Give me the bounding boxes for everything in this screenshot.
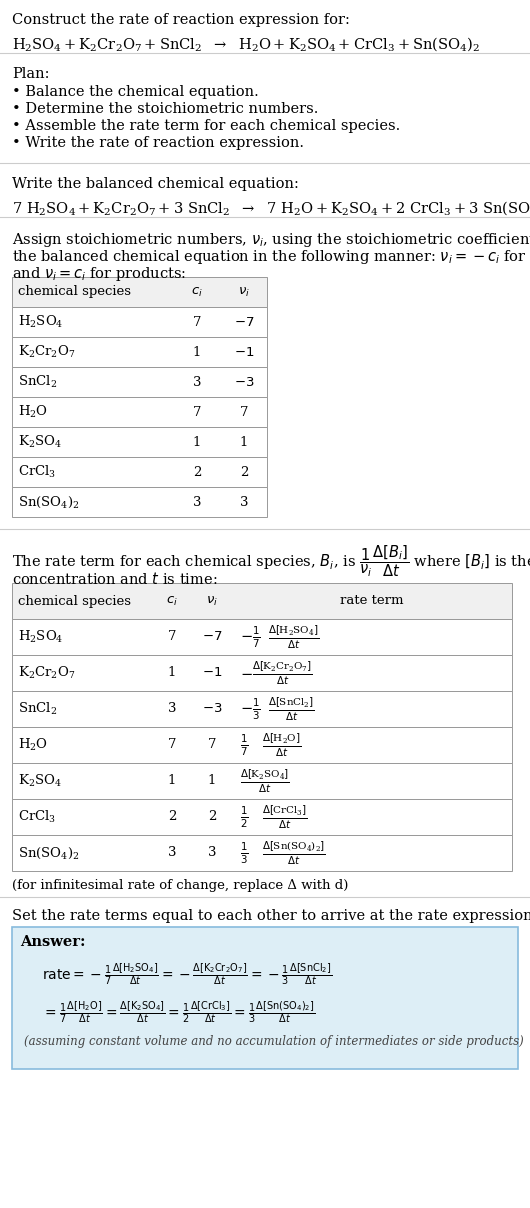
Text: 2: 2	[208, 811, 216, 824]
Text: (assuming constant volume and no accumulation of intermediates or side products): (assuming constant volume and no accumul…	[24, 1035, 524, 1049]
Text: $\mathregular{K_2SO_4}$: $\mathregular{K_2SO_4}$	[18, 434, 62, 451]
Bar	[12, 798, 512, 835]
Text: Construct the rate of reaction expression for:: Construct the rate of reaction expressio…	[12, 13, 350, 27]
Bar	[12, 487, 267, 517]
Text: 2: 2	[193, 465, 201, 478]
Text: $\mathregular{Sn(SO_4)_2}$: $\mathregular{Sn(SO_4)_2}$	[18, 494, 80, 510]
Text: $\mathregular{H_2SO_4}$: $\mathregular{H_2SO_4}$	[18, 629, 64, 645]
Text: Plan:: Plan:	[12, 66, 49, 81]
Text: $-7$: $-7$	[202, 631, 222, 644]
Text: $-1$: $-1$	[202, 667, 222, 679]
Bar	[12, 618, 512, 655]
Text: $-1$: $-1$	[234, 345, 254, 359]
Text: 1: 1	[193, 436, 201, 448]
Text: $\mathregular{CrCl_3}$: $\mathregular{CrCl_3}$	[18, 464, 56, 480]
Text: • Determine the stoichiometric numbers.: • Determine the stoichiometric numbers.	[12, 101, 319, 116]
Text: 3: 3	[168, 847, 176, 860]
Text: 7: 7	[168, 631, 176, 644]
Text: $\frac{\Delta[\mathregular{Sn(SO_4)_2}]}{\Delta t}$: $\frac{\Delta[\mathregular{Sn(SO_4)_2}]}…	[262, 840, 326, 866]
Text: $-\frac{1}{7}$: $-\frac{1}{7}$	[240, 625, 261, 650]
Text: $\frac{\Delta[\mathregular{H_2SO_4}]}{\Delta t}$: $\frac{\Delta[\mathregular{H_2SO_4}]}{\D…	[268, 623, 319, 651]
Bar	[12, 583, 512, 618]
Text: Assign stoichiometric numbers, $\nu_i$, using the stoichiometric coefficients, $: Assign stoichiometric numbers, $\nu_i$, …	[12, 231, 530, 249]
Bar	[12, 367, 267, 397]
Bar	[12, 307, 267, 337]
Text: $\frac{1}{7}$: $\frac{1}{7}$	[240, 732, 249, 757]
Text: $\mathregular{H_2O}$: $\mathregular{H_2O}$	[18, 737, 48, 753]
Text: $\frac{\Delta[\mathregular{CrCl_3}]}{\Delta t}$: $\frac{\Delta[\mathregular{CrCl_3}]}{\De…	[262, 803, 308, 831]
Text: $\frac{\Delta[\mathregular{H_2O}]}{\Delta t}$: $\frac{\Delta[\mathregular{H_2O}]}{\Delt…	[262, 731, 301, 759]
Text: $c_i$: $c_i$	[191, 285, 203, 298]
Text: $\frac{1}{2}$: $\frac{1}{2}$	[240, 805, 249, 830]
Text: Write the balanced chemical equation:: Write the balanced chemical equation:	[12, 178, 299, 191]
Text: and $\nu_i = c_i$ for products:: and $\nu_i = c_i$ for products:	[12, 265, 187, 283]
Text: $\mathregular{Sn(SO_4)_2}$: $\mathregular{Sn(SO_4)_2}$	[18, 846, 80, 860]
Text: $\mathregular{H_2SO_4 + K_2Cr_2O_7 + SnCl_2\ \ \rightarrow\ \ H_2O + K_2SO_4 + C: $\mathregular{H_2SO_4 + K_2Cr_2O_7 + SnC…	[12, 35, 480, 53]
Text: concentration and $t$ is time:: concentration and $t$ is time:	[12, 571, 217, 587]
Text: $\mathregular{K_2Cr_2O_7}$: $\mathregular{K_2Cr_2O_7}$	[18, 664, 75, 681]
Bar	[12, 927, 518, 1069]
Text: $\mathregular{H_2SO_4}$: $\mathregular{H_2SO_4}$	[18, 314, 64, 330]
Bar	[12, 337, 267, 367]
Text: $-3$: $-3$	[202, 703, 222, 715]
Text: $\mathregular{SnCl_2}$: $\mathregular{SnCl_2}$	[18, 374, 57, 390]
Bar	[12, 835, 512, 871]
Text: the balanced chemical equation in the following manner: $\nu_i = -c_i$ for react: the balanced chemical equation in the fo…	[12, 248, 530, 266]
Bar	[12, 655, 512, 691]
Text: 7: 7	[193, 315, 201, 329]
Text: 2: 2	[240, 465, 248, 478]
Text: $\mathregular{H_2O}$: $\mathregular{H_2O}$	[18, 403, 48, 420]
Text: 1: 1	[168, 667, 176, 679]
Text: $\frac{\Delta[\mathregular{K_2SO_4}]}{\Delta t}$: $\frac{\Delta[\mathregular{K_2SO_4}]}{\D…	[240, 767, 290, 795]
Bar	[12, 457, 267, 487]
Text: $\nu_i$: $\nu_i$	[238, 285, 250, 298]
Bar	[12, 691, 512, 727]
Text: rate term: rate term	[340, 594, 404, 608]
Text: $\frac{\Delta[\mathregular{K_2Cr_2O_7}]}{\Delta t}$: $\frac{\Delta[\mathregular{K_2Cr_2O_7}]}…	[252, 660, 313, 686]
Text: $\nu_i$: $\nu_i$	[206, 594, 218, 608]
Text: $-$: $-$	[240, 666, 253, 680]
Text: • Assemble the rate term for each chemical species.: • Assemble the rate term for each chemic…	[12, 120, 400, 133]
Text: 1: 1	[168, 774, 176, 788]
Bar	[12, 727, 512, 763]
Text: 3: 3	[193, 495, 201, 509]
Text: $\mathregular{CrCl_3}$: $\mathregular{CrCl_3}$	[18, 809, 56, 825]
Text: $\mathregular{7\ H_2SO_4 + K_2Cr_2O_7 + 3\ SnCl_2\ \ \rightarrow\ \ 7\ H_2O + K_: $\mathregular{7\ H_2SO_4 + K_2Cr_2O_7 + …	[12, 199, 530, 216]
Text: $\mathregular{K_2SO_4}$: $\mathregular{K_2SO_4}$	[18, 773, 62, 789]
Text: chemical species: chemical species	[18, 594, 131, 608]
Text: $\mathrm{rate} = -\frac{1}{7}\frac{\Delta[\mathrm{H_2SO_4}]}{\Delta t}= -\frac{\: $\mathrm{rate} = -\frac{1}{7}\frac{\Delt…	[42, 962, 332, 987]
Text: 2: 2	[168, 811, 176, 824]
Text: 7: 7	[208, 738, 216, 751]
Text: • Write the rate of reaction expression.: • Write the rate of reaction expression.	[12, 137, 304, 150]
Text: 3: 3	[240, 495, 248, 509]
Text: $-3$: $-3$	[234, 376, 254, 389]
Text: Answer:: Answer:	[20, 935, 85, 949]
Text: 1: 1	[240, 436, 248, 448]
Bar	[12, 426, 267, 457]
Bar	[12, 763, 512, 798]
Text: 3: 3	[168, 703, 176, 715]
Text: $= \frac{1}{7}\frac{\Delta[\mathrm{H_2O}]}{\Delta t}= \frac{\Delta[\mathrm{K_2SO: $= \frac{1}{7}\frac{\Delta[\mathrm{H_2O}…	[42, 999, 315, 1024]
Text: 7: 7	[193, 406, 201, 418]
Text: 3: 3	[193, 376, 201, 389]
Text: The rate term for each chemical species, $B_i$, is $\dfrac{1}{\nu_i}\dfrac{\Delt: The rate term for each chemical species,…	[12, 544, 530, 579]
Text: 1: 1	[208, 774, 216, 788]
Text: $\frac{\Delta[\mathregular{SnCl_2}]}{\Delta t}$: $\frac{\Delta[\mathregular{SnCl_2}]}{\De…	[268, 696, 315, 722]
Text: $\mathregular{K_2Cr_2O_7}$: $\mathregular{K_2Cr_2O_7}$	[18, 344, 75, 360]
Text: 3: 3	[208, 847, 216, 860]
Text: $-7$: $-7$	[234, 315, 254, 329]
Text: 7: 7	[240, 406, 248, 418]
Text: 7: 7	[168, 738, 176, 751]
Text: Set the rate terms equal to each other to arrive at the rate expression:: Set the rate terms equal to each other t…	[12, 908, 530, 923]
Text: (for infinitesimal rate of change, replace Δ with d): (for infinitesimal rate of change, repla…	[12, 879, 348, 892]
Bar	[12, 397, 267, 426]
Text: $\mathregular{SnCl_2}$: $\mathregular{SnCl_2}$	[18, 701, 57, 718]
Text: $c_i$: $c_i$	[166, 594, 178, 608]
Text: chemical species: chemical species	[18, 285, 131, 298]
Bar	[12, 277, 267, 307]
Text: 1: 1	[193, 345, 201, 359]
Text: • Balance the chemical equation.: • Balance the chemical equation.	[12, 85, 259, 99]
Text: $-\frac{1}{3}$: $-\frac{1}{3}$	[240, 696, 261, 721]
Text: $\frac{1}{3}$: $\frac{1}{3}$	[240, 841, 249, 866]
